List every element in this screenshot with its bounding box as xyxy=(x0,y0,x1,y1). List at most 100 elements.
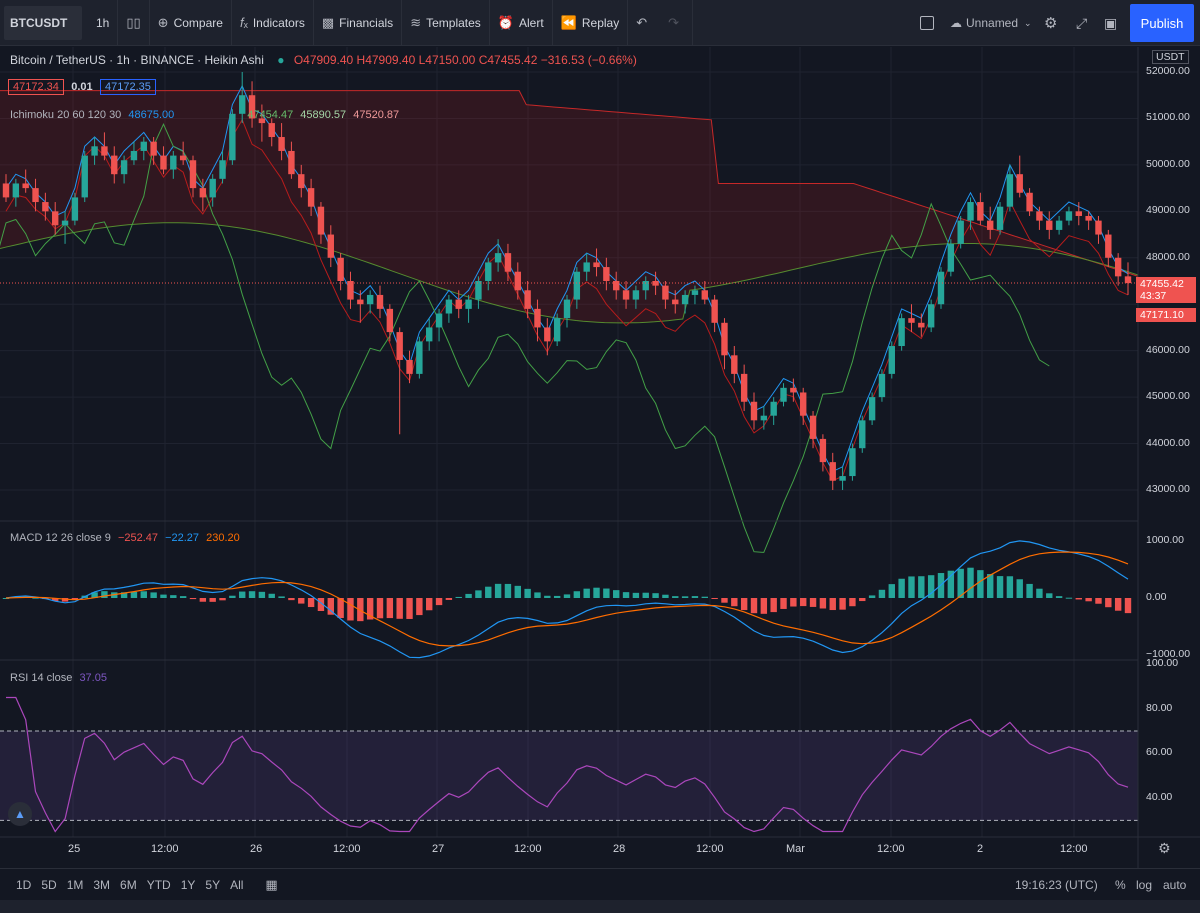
macd-histogram-bar xyxy=(553,595,561,598)
rsi-label[interactable]: RSI 14 close xyxy=(10,672,73,684)
last-price-value: 47455.42 xyxy=(1140,278,1184,290)
macd-label[interactable]: MACD 12 26 close 9 xyxy=(10,532,111,544)
price-axis-label: 48000.00 xyxy=(1146,250,1190,263)
macd-histogram-bar xyxy=(652,593,659,598)
replay-button[interactable]: ⏪ Replay xyxy=(553,0,629,45)
indicators-label: Indicators xyxy=(252,15,305,30)
indicators-button[interactable]: fₓ Indicators xyxy=(232,0,314,45)
settings-button[interactable]: ⚙ xyxy=(1044,0,1057,46)
alarm-clock-icon: ⏰ xyxy=(497,14,514,30)
candle xyxy=(130,141,138,165)
tradingview-logo-icon[interactable]: ▲ xyxy=(8,802,32,826)
macd-histogram-bar xyxy=(800,598,807,607)
symbol-search-input[interactable]: BTCUSDT xyxy=(4,5,82,40)
range-button-1m[interactable]: 1M xyxy=(66,877,84,892)
range-button-all[interactable]: All xyxy=(230,877,244,892)
candle xyxy=(563,294,571,328)
range-button-ytd[interactable]: YTD xyxy=(146,877,171,892)
currency-label[interactable]: USDT xyxy=(1152,50,1189,64)
macd-histogram-bar xyxy=(849,598,856,607)
macd-histogram-bar xyxy=(534,592,541,598)
candle xyxy=(485,257,492,291)
candle xyxy=(209,174,216,207)
macd-histogram-bar xyxy=(130,591,138,598)
candle xyxy=(927,299,935,333)
price-axis-label: 44000.00 xyxy=(1146,436,1190,449)
candle xyxy=(12,178,20,207)
candle xyxy=(553,313,561,347)
ichimoku-lagging: 47454.47 xyxy=(247,109,294,121)
interval-button[interactable]: 1h xyxy=(88,0,119,45)
log-toggle[interactable]: log xyxy=(1136,877,1153,892)
candle xyxy=(357,290,364,323)
compare-button[interactable]: ⊕ Compare xyxy=(150,0,232,45)
fullscreen-button[interactable]: ⤢ xyxy=(1076,0,1087,46)
candle xyxy=(888,341,895,379)
undo-button[interactable]: ↶ xyxy=(628,0,660,45)
buy-button[interactable]: 47172.35 xyxy=(100,79,156,95)
macd-histogram-bar xyxy=(750,598,758,614)
candle xyxy=(22,169,29,193)
candle xyxy=(1105,229,1112,268)
range-button-3m[interactable]: 3M xyxy=(93,877,111,892)
range-button-5d[interactable]: 5D xyxy=(41,877,57,892)
ichimoku-lead-a: 45890.57 xyxy=(300,109,347,121)
alert-label: Alert xyxy=(518,15,544,30)
candle xyxy=(918,313,925,337)
financials-button[interactable]: ▩ Financials xyxy=(314,0,403,45)
macd-pane xyxy=(2,540,1132,659)
templates-button[interactable]: ≋ Templates xyxy=(402,0,490,45)
candle xyxy=(544,318,551,356)
redo-button[interactable]: ↷ xyxy=(660,0,694,45)
calendar-icon[interactable]: ▦ xyxy=(265,876,278,892)
time-axis-label: 26 xyxy=(250,843,263,855)
candle xyxy=(455,290,462,319)
grid-lines xyxy=(0,47,1138,837)
macd-histogram-value: −252.47 xyxy=(117,532,159,544)
macd-histogram-bar xyxy=(278,596,285,598)
rsi-line xyxy=(6,696,1129,833)
candle xyxy=(42,192,49,221)
macd-histogram-bar xyxy=(475,590,482,598)
candle xyxy=(524,281,531,319)
rsi-axis-label: 80.00 xyxy=(1146,701,1173,714)
publish-button[interactable]: Publish xyxy=(1130,4,1194,42)
range-button-5y[interactable]: 5Y xyxy=(205,877,221,892)
candle xyxy=(691,285,699,305)
candle xyxy=(435,308,443,342)
candle xyxy=(445,294,453,323)
candle xyxy=(622,281,630,309)
auto-toggle[interactable]: auto xyxy=(1163,877,1187,892)
candle xyxy=(494,239,502,272)
candle xyxy=(120,155,128,184)
range-button-6m[interactable]: 6M xyxy=(120,877,137,892)
range-button-1d[interactable]: 1D xyxy=(16,877,32,892)
ichimoku-label[interactable]: Ichimoku 20 60 120 30 xyxy=(10,109,122,121)
utc-clock[interactable]: 19:16:23 (UTC) xyxy=(1015,877,1098,892)
price-axis-label: 49000.00 xyxy=(1146,204,1190,217)
settings-axis-gear-icon[interactable]: ⚙ xyxy=(1158,840,1171,856)
chart-style-button[interactable]: ▯▯ xyxy=(118,0,150,45)
fullscreen-box-button[interactable] xyxy=(920,0,934,46)
macd-histogram-bar xyxy=(1026,583,1033,598)
candle xyxy=(140,137,147,161)
sell-button[interactable]: 47172.34 xyxy=(8,79,64,95)
macd-histogram-bar xyxy=(672,596,679,598)
chart-canvas[interactable] xyxy=(0,47,1200,868)
macd-histogram-bar xyxy=(1075,598,1082,600)
candle xyxy=(1026,188,1033,216)
range-button-1y[interactable]: 1Y xyxy=(180,877,196,892)
macd-histogram-bar xyxy=(347,598,354,621)
percent-toggle[interactable]: % xyxy=(1115,877,1126,892)
bid-ask-legend: 47172.34 0.01 47172.35 xyxy=(8,79,160,95)
layout-menu-button[interactable]: ☁ Unnamed ⌄ xyxy=(950,0,1032,46)
candle xyxy=(1114,253,1122,286)
macd-histogram-bar xyxy=(524,588,531,598)
candle xyxy=(81,150,88,203)
snapshot-button[interactable]: ▣ xyxy=(1104,0,1117,46)
macd-histogram-bar xyxy=(711,598,718,599)
alert-button[interactable]: ⏰ Alert xyxy=(490,0,553,45)
candle xyxy=(809,411,817,449)
square-icon xyxy=(920,16,934,30)
candle xyxy=(987,206,994,240)
